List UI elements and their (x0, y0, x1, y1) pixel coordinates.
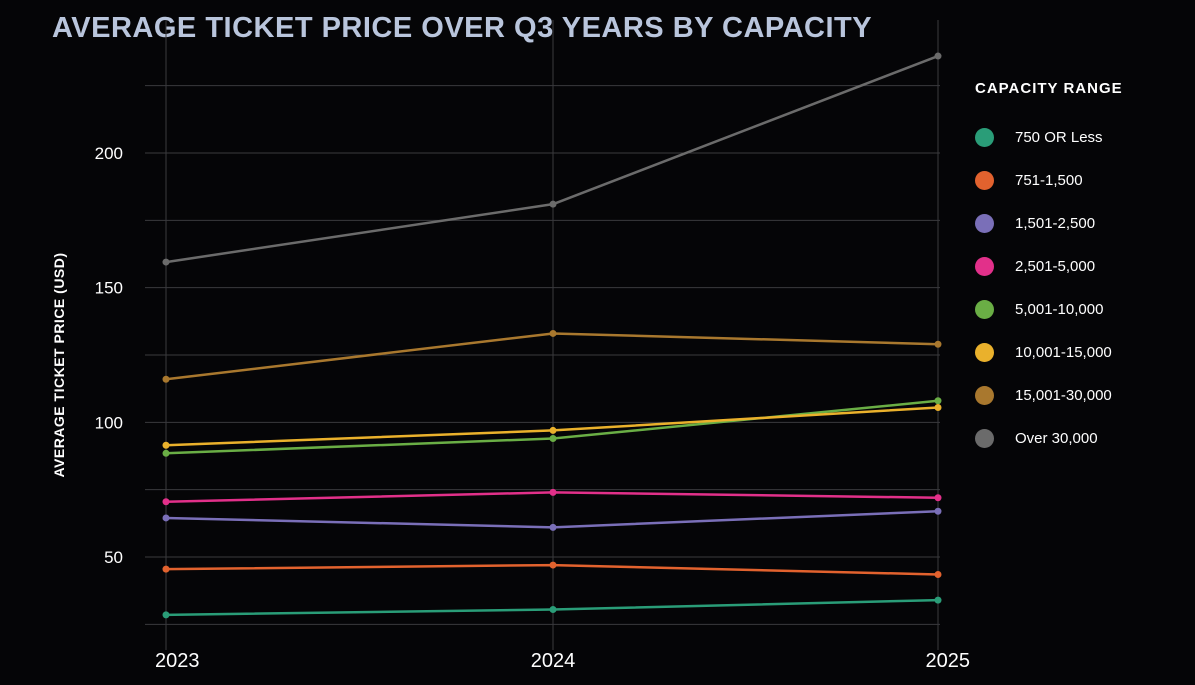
data-point (934, 340, 942, 348)
legend-swatch (975, 171, 994, 190)
legend-swatch (975, 343, 994, 362)
data-point (549, 329, 557, 337)
x-tick-label: 2024 (531, 650, 576, 672)
legend-item: 1,501-2,500 (975, 202, 1123, 245)
data-point (162, 611, 170, 619)
x-tick-label: 2023 (155, 650, 200, 672)
x-axis-ticks: 2023 2024 2025 (155, 650, 970, 672)
y-tick-label: 50 (104, 548, 123, 567)
data-point (934, 52, 942, 60)
data-point (549, 606, 557, 614)
legend-label: 1,501-2,500 (1015, 215, 1096, 232)
legend-label: 751-1,500 (1015, 172, 1083, 189)
series-line (165, 332, 939, 381)
legend-item: 2,501-5,000 (975, 245, 1123, 288)
legend-item: 751-1,500 (975, 159, 1123, 202)
data-point (934, 507, 942, 515)
data-point (162, 258, 170, 266)
data-point (934, 571, 942, 579)
legend-item: 10,001-15,000 (975, 331, 1123, 374)
legend-label: 2,501-5,000 (1015, 258, 1096, 275)
y-tick-label: 200 (95, 144, 123, 163)
data-point (162, 375, 170, 383)
data-point (934, 596, 942, 604)
data-point (934, 397, 942, 405)
data-point (549, 561, 557, 569)
data-point (934, 494, 942, 502)
legend-label: 5,001-10,000 (1015, 301, 1104, 318)
data-point (549, 488, 557, 496)
legend-label: 750 OR Less (1015, 129, 1103, 146)
y-axis-label: AVERAGE TICKET PRICE (USD) (51, 252, 67, 477)
data-point (162, 514, 170, 522)
data-point (549, 434, 557, 442)
data-point (934, 404, 942, 412)
legend-swatch (975, 386, 994, 405)
legend-item: 5,001-10,000 (975, 288, 1123, 331)
x-tick-label: 2025 (926, 650, 971, 672)
series-line (165, 54, 939, 264)
legend-swatch (975, 300, 994, 319)
data-point (162, 565, 170, 573)
data-point (549, 523, 557, 531)
legend: CAPACITY RANGE 750 OR Less 751-1,500 1,501… (975, 80, 1123, 474)
legend-swatch (975, 128, 994, 147)
legend-swatch (975, 257, 994, 276)
y-tick-label: 150 (95, 279, 123, 298)
legend-swatch (975, 429, 994, 448)
y-axis-ticks: 50 100 150 200 (95, 144, 123, 567)
legend-title: CAPACITY RANGE (975, 80, 1123, 97)
legend-label: Over 30,000 (1015, 430, 1098, 447)
data-point (549, 200, 557, 208)
legend-label: 10,001-15,000 (1015, 344, 1112, 361)
series-lines (162, 52, 942, 619)
data-point (162, 449, 170, 457)
legend-item: Over 30,000 (975, 417, 1123, 460)
data-point (162, 441, 170, 449)
chart-title: AVERAGE TICKET PRICE OVER Q3 YEARS BY CA… (52, 12, 873, 44)
legend-label: 15,001-30,000 (1015, 387, 1112, 404)
legend-swatch (975, 214, 994, 233)
series-line (165, 399, 939, 455)
data-point (549, 426, 557, 434)
data-point (162, 498, 170, 506)
legend-item: 15,001-30,000 (975, 374, 1123, 417)
y-tick-label: 100 (95, 413, 123, 432)
legend-item: 750 OR Less (975, 116, 1123, 159)
